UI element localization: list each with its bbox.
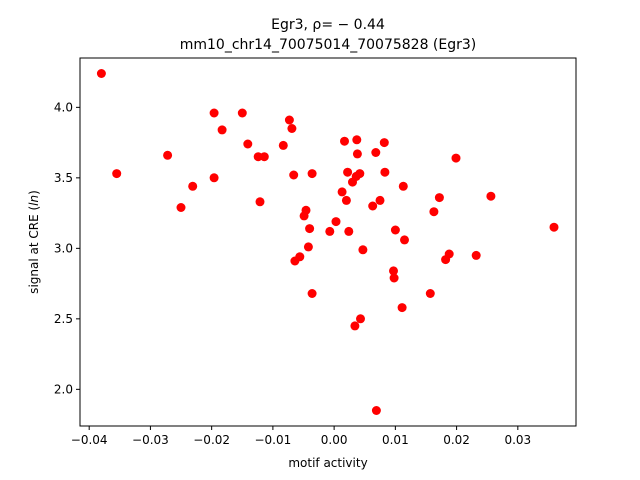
data-point-60 [549, 222, 559, 232]
x-axis-ticks: −0.04 −0.03 −0.02 −0.01 0.00 0.01 0.02 0.03 [71, 426, 531, 447]
y-tick-label: 3.0 [54, 241, 73, 255]
x-tick-label: 0.00 [321, 433, 348, 447]
x-tick-label: −0.02 [193, 433, 230, 447]
data-point-53 [429, 207, 439, 217]
data-point-52 [425, 289, 435, 298]
y-axis-ticks: 2.0 2.5 3.0 3.5 4.0 [54, 100, 80, 396]
x-axis-label: motif activity [288, 456, 367, 470]
y-axis-label: signal at CRE (ln) [27, 190, 41, 294]
y-axis-label-end: ) [27, 190, 41, 195]
data-point-49 [397, 303, 407, 313]
data-point-18 [295, 252, 305, 262]
data-point-34 [352, 135, 362, 145]
data-point-33 [350, 321, 360, 331]
data-point-25 [325, 226, 335, 236]
data-point-46 [389, 266, 398, 276]
data-point-41 [371, 148, 381, 157]
data-point-13 [278, 140, 288, 150]
data-point-7 [217, 125, 227, 135]
y-tick-label: 2.5 [54, 312, 73, 326]
data-point-9 [243, 139, 253, 149]
x-tick-label: −0.03 [132, 433, 169, 447]
data-point-29 [341, 195, 351, 205]
data-point-47 [389, 273, 399, 283]
data-point-11 [255, 197, 265, 207]
data-point-37 [355, 169, 365, 179]
data-point-15 [287, 124, 297, 133]
data-point-5 [209, 108, 219, 118]
data-point-50 [398, 181, 408, 191]
data-point-31 [344, 226, 354, 236]
data-point-48 [390, 225, 400, 235]
data-points [96, 69, 559, 415]
x-tick-label: −0.01 [254, 433, 291, 447]
data-point-56 [444, 249, 454, 259]
data-point-38 [356, 314, 365, 324]
x-tick-label: 0.02 [443, 433, 470, 447]
data-point-27 [337, 187, 347, 197]
data-point-40 [368, 201, 378, 211]
data-point-58 [471, 250, 481, 260]
data-point-54 [434, 193, 444, 203]
data-point-16 [289, 170, 299, 180]
x-tick-label: −0.04 [71, 433, 108, 447]
data-point-20 [301, 205, 311, 215]
data-point-51 [400, 235, 409, 245]
data-point-28 [340, 136, 349, 146]
data-point-2 [163, 150, 173, 160]
data-point-14 [284, 115, 294, 125]
data-point-8 [237, 108, 247, 118]
data-point-1 [112, 169, 122, 179]
x-tick-label: 0.03 [504, 433, 531, 447]
data-point-6 [209, 173, 219, 183]
plot-frame [79, 57, 577, 427]
data-point-30 [343, 167, 353, 177]
chart-title-line1: Egr3, ρ= − 0.44 [271, 17, 385, 33]
y-axis-label-start: signal at CRE ( [27, 206, 41, 294]
data-point-57 [451, 153, 461, 163]
data-point-4 [188, 181, 198, 191]
data-point-24 [307, 289, 317, 298]
data-point-12 [259, 152, 269, 162]
data-point-59 [486, 191, 496, 201]
data-point-23 [307, 169, 317, 179]
y-tick-label: 2.0 [54, 382, 73, 396]
data-point-35 [352, 149, 362, 159]
data-point-21 [303, 242, 313, 252]
data-point-39 [358, 245, 368, 255]
y-axis-label-italic: ln [27, 195, 41, 206]
y-tick-label: 3.5 [54, 171, 73, 185]
y-tick-label: 4.0 [54, 100, 73, 114]
data-point-26 [331, 217, 341, 227]
data-point-45 [380, 167, 390, 177]
data-point-0 [96, 69, 106, 78]
chart-title-line2: mm10_chr14_70075014_70075828 (Egr3) [180, 37, 477, 53]
data-point-44 [379, 138, 389, 148]
data-point-3 [176, 203, 186, 212]
data-point-22 [305, 224, 315, 234]
x-tick-label: 0.01 [382, 433, 409, 447]
data-point-43 [375, 195, 385, 205]
data-point-42 [371, 406, 381, 415]
